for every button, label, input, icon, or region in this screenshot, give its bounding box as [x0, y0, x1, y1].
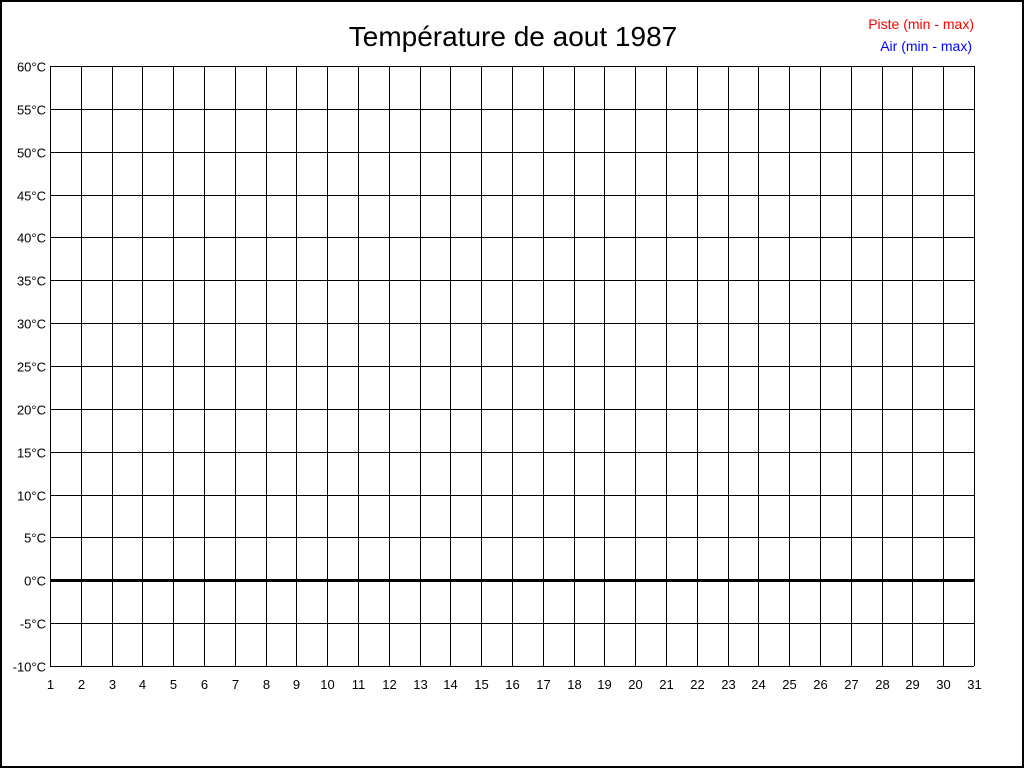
y-tick-label: 10°C: [17, 489, 46, 504]
x-tick-label: 5: [170, 677, 177, 692]
y-tick-label: -5°C: [20, 617, 46, 632]
x-tick-label: 30: [936, 677, 950, 692]
x-tick-label: 25: [782, 677, 796, 692]
x-tick-label: 19: [597, 677, 611, 692]
x-tick-label: 28: [875, 677, 889, 692]
x-tick-label: 18: [567, 677, 581, 692]
x-tick-label: 24: [751, 677, 765, 692]
y-axis-ticks: -10°C -5°C 0°C 5°C 10°C 15°C 20°C 25°C 30°C 35°C 4…: [13, 60, 46, 675]
x-tick-label: 4: [139, 677, 146, 692]
x-tick-label: 9: [293, 677, 300, 692]
y-tick-label: 45°C: [17, 189, 46, 204]
x-tick-label: 8: [263, 677, 270, 692]
x-tick-label: 31: [967, 677, 981, 692]
y-tick-label: 60°C: [17, 60, 46, 75]
x-tick-label: 29: [905, 677, 919, 692]
x-tick-label: 15: [474, 677, 488, 692]
x-tick-label: 10: [320, 677, 334, 692]
y-tick-label: 40°C: [17, 231, 46, 246]
grid: [50, 66, 975, 667]
x-tick-label: 20: [628, 677, 642, 692]
x-tick-label: 23: [721, 677, 735, 692]
x-tick-label: 12: [382, 677, 396, 692]
y-tick-label: 15°C: [17, 446, 46, 461]
y-tick-label: 50°C: [17, 146, 46, 161]
x-tick-label: 27: [844, 677, 858, 692]
legend-piste: Piste (min - max): [868, 16, 974, 32]
x-tick-label: 16: [505, 677, 519, 692]
x-tick-label: 14: [443, 677, 457, 692]
y-tick-label: 5°C: [24, 531, 46, 546]
x-tick-label: 7: [232, 677, 239, 692]
y-tick-label: -10°C: [13, 660, 46, 675]
x-tick-label: 13: [413, 677, 427, 692]
x-tick-label: 21: [659, 677, 673, 692]
x-axis-ticks: 1 2 3 4 5 6 7 8 9 10 11 12 13 14 15 16 17 18 19 20 21 22 23 24 2…: [47, 677, 982, 692]
x-tick-label: 22: [690, 677, 704, 692]
x-tick-label: 2: [78, 677, 85, 692]
y-tick-label: 0°C: [24, 574, 46, 589]
x-tick-label: 1: [47, 677, 54, 692]
x-tick-label: 3: [109, 677, 116, 692]
y-tick-label: 25°C: [17, 360, 46, 375]
y-tick-label: 55°C: [17, 103, 46, 118]
x-tick-label: 6: [201, 677, 208, 692]
y-tick-label: 20°C: [17, 403, 46, 418]
chart-title: Température de aout 1987: [349, 21, 677, 52]
legend-air: Air (min - max): [880, 38, 972, 54]
x-tick-label: 11: [352, 677, 366, 692]
x-tick-label: 26: [813, 677, 827, 692]
y-tick-label: 35°C: [17, 274, 46, 289]
x-tick-label: 17: [536, 677, 550, 692]
y-tick-label: 30°C: [17, 317, 46, 332]
